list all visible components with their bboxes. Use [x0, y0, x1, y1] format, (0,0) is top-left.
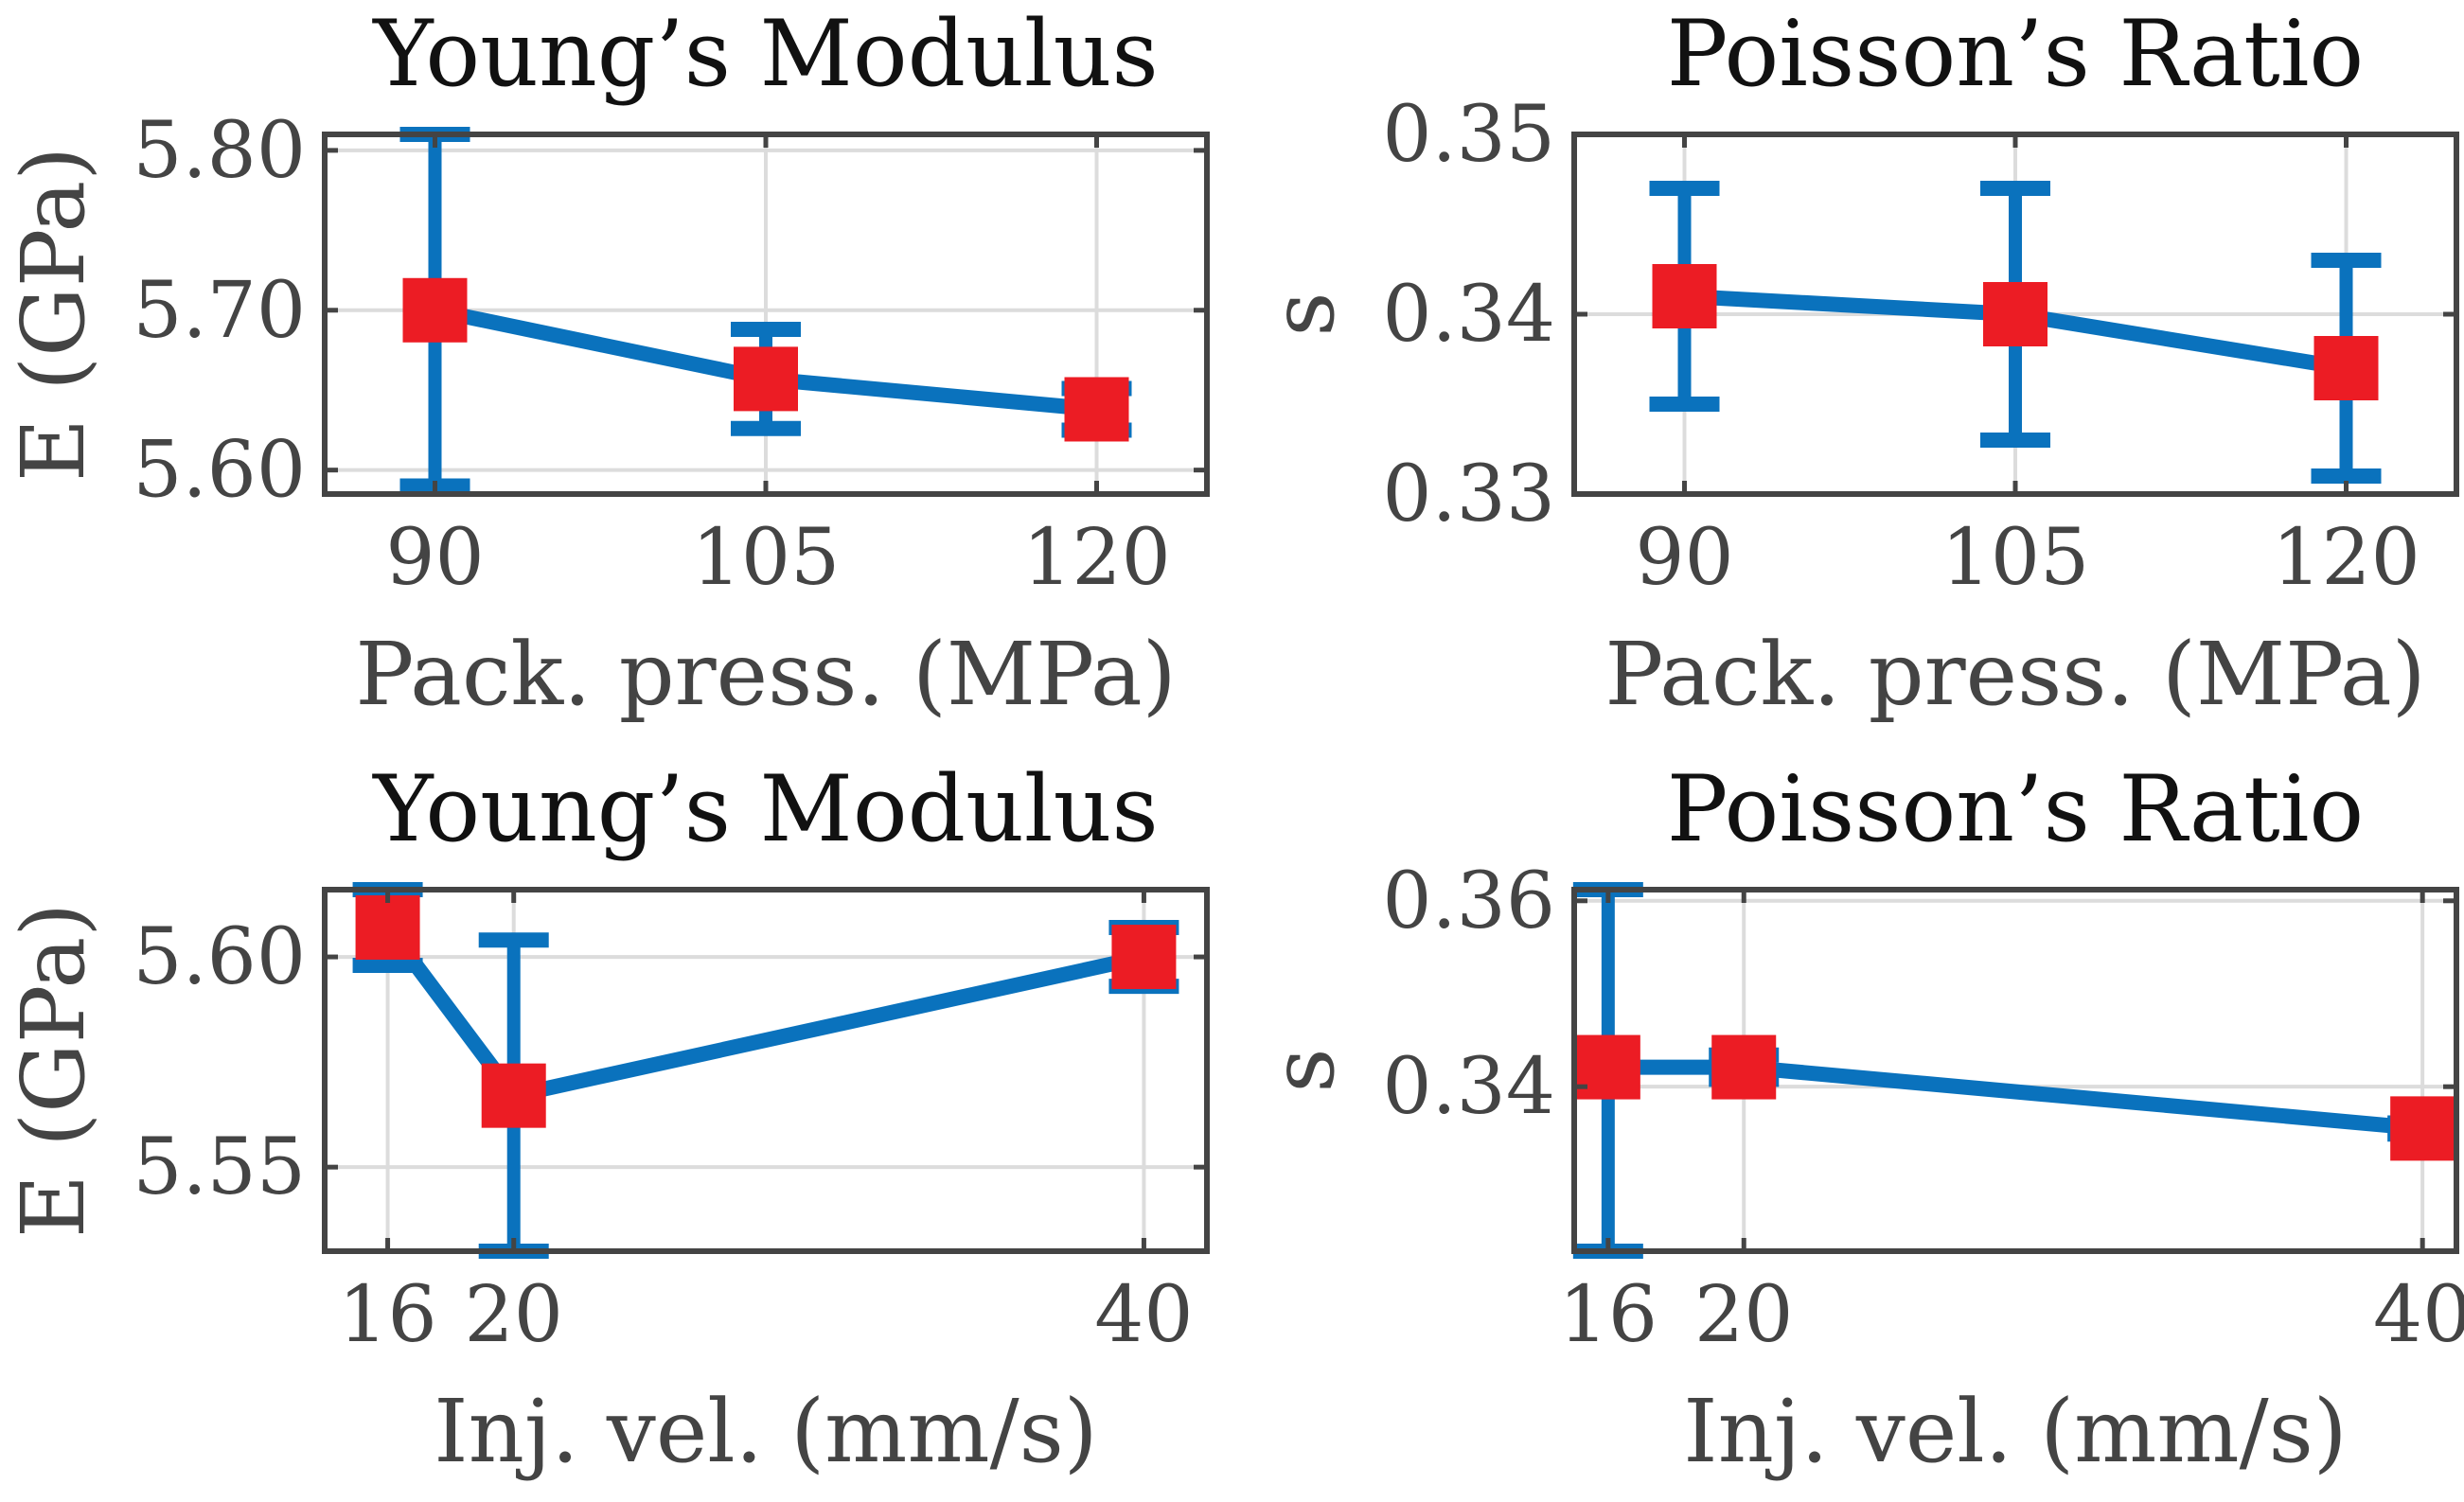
- poisson-pack-ylabel: s: [1252, 292, 1354, 336]
- young-pack-ytick-label-1: 5.70: [133, 266, 306, 356]
- young-pack-point-0: [402, 277, 468, 343]
- poisson-pack-xlabel: Pack. press. (MPa): [1604, 624, 2425, 725]
- poisson-pack-point-1: [1983, 282, 2047, 346]
- poisson-inj-ytick-label-0: 0.34: [1382, 1042, 1555, 1132]
- young-pack-ytick-label-0: 5.60: [133, 426, 306, 516]
- young-inj-xtick-label-2: 40: [1094, 1270, 1193, 1360]
- poisson-pack-title: Poisson’s Ratio: [1667, 1, 2364, 107]
- poisson-inj-point-1: [1711, 1034, 1777, 1100]
- poisson-pack-xtick-label-1: 105: [1941, 513, 2090, 603]
- young-pack-xtick-label-0: 90: [385, 513, 484, 603]
- chart-poisson-pack: 90 105 120 0.33 0.34 0.35 Poisson’s Ratio Pack.…: [1252, 1, 2459, 725]
- poisson-pack-xtick-label-2: 120: [2272, 513, 2420, 603]
- young-pack-xlabel: Pack. press. (MPa): [355, 624, 1176, 725]
- young-inj-xtick-label-1: 20: [465, 1270, 563, 1360]
- poisson-inj-xtick-label-2: 40: [2373, 1270, 2464, 1360]
- young-inj-ytick-label-1: 5.60: [133, 912, 306, 1002]
- young-inj-title: Young’s Modulus: [371, 756, 1158, 862]
- poisson-inj-point-0: [1575, 1034, 1640, 1100]
- young-inj-xlabel: Inj. vel. (mm/s): [434, 1381, 1097, 1482]
- poisson-pack-point-2: [2313, 336, 2379, 400]
- poisson-inj-point-2: [2390, 1096, 2455, 1161]
- young-pack-title: Young’s Modulus: [371, 1, 1158, 107]
- chart-young-inj: 16 20 40 5.55 5.60 Young’s Modulus Inj. vel. (…: [3, 756, 1210, 1482]
- poisson-inj-ylabel: s: [1252, 1048, 1354, 1092]
- poisson-inj-xtick-label-1: 20: [1694, 1270, 1793, 1360]
- poisson-pack-ytick-label-2: 0.35: [1382, 90, 1555, 180]
- poisson-inj-xlabel: Inj. vel. (mm/s): [1683, 1381, 2347, 1482]
- young-pack-ylabel: E (GPa): [3, 147, 104, 482]
- chart-young-pack: 90 105 120 5.60 5.70 5.80 Young’s Modulus Pack.…: [3, 1, 1210, 725]
- young-pack-xtick-label-2: 120: [1022, 513, 1171, 603]
- young-inj-axes-frame: [322, 887, 1210, 1254]
- young-inj-point-1: [481, 1063, 546, 1128]
- young-pack-xtick-label-1: 105: [692, 513, 841, 603]
- poisson-pack-point-0: [1652, 264, 1717, 328]
- poisson-pack-ytick-label-1: 0.34: [1382, 270, 1555, 360]
- poisson-inj-title: Poisson’s Ratio: [1667, 756, 2364, 862]
- poisson-inj-axes-frame: [1571, 887, 2459, 1254]
- poisson-pack-ytick-label-0: 0.33: [1382, 450, 1555, 539]
- young-inj-ytick-label-0: 5.55: [133, 1122, 306, 1212]
- young-pack-point-1: [734, 346, 798, 412]
- young-pack-ytick-label-2: 5.80: [133, 106, 306, 196]
- chart-poisson-inj: 16 20 40 0.34 0.36 Poisson’s Ratio Inj. vel. (…: [1252, 756, 2464, 1482]
- young-inj-point-0: [355, 894, 420, 960]
- poisson-pack-xtick-label-0: 90: [1635, 513, 1733, 603]
- young-inj-ylabel: E (GPa): [3, 903, 104, 1238]
- poisson-inj-xtick-label-0: 16: [1559, 1270, 1657, 1360]
- young-inj-point-2: [1111, 925, 1177, 990]
- poisson-inj-ytick-label-1: 0.36: [1382, 857, 1555, 946]
- young-pack-point-2: [1064, 377, 1129, 442]
- young-inj-xtick-label-0: 16: [338, 1270, 436, 1360]
